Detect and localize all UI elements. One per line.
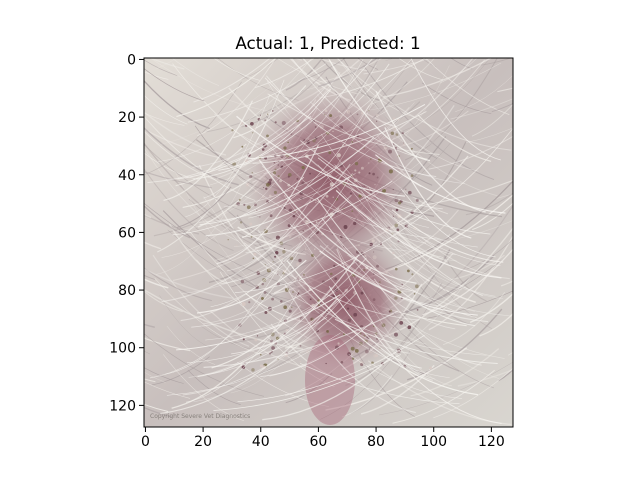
y-tick-label: 80: [118, 283, 136, 299]
y-tick-label: 120: [109, 398, 136, 414]
y-tick-label: 40: [118, 168, 136, 184]
x-tick-label: 100: [420, 434, 447, 450]
x-tick-label: 20: [194, 434, 212, 450]
x-tick-label: 0: [141, 434, 150, 450]
axes-frame: [143, 57, 514, 428]
chart-title: Actual: 1, Predicted: 1: [235, 33, 420, 53]
x-tick-label: 80: [367, 434, 385, 450]
y-tick-label: 0: [127, 52, 136, 68]
y-tick-label: 100: [109, 341, 136, 357]
x-tick-label: 120: [478, 434, 505, 450]
y-axis-ticks: 0 20 40 60 80 100 120: [109, 52, 144, 414]
y-tick-label: 60: [118, 225, 136, 241]
x-tick-label: 40: [252, 434, 270, 450]
skin-lesion-image: Copyright Severe Vet Diagnostics: [144, 58, 513, 427]
x-tick-label: 60: [309, 434, 327, 450]
y-tick-label: 20: [118, 110, 136, 126]
image-watermark: Copyright Severe Vet Diagnostics: [150, 413, 250, 420]
x-axis-ticks: 0 20 40 60 80 100 120: [141, 427, 505, 450]
